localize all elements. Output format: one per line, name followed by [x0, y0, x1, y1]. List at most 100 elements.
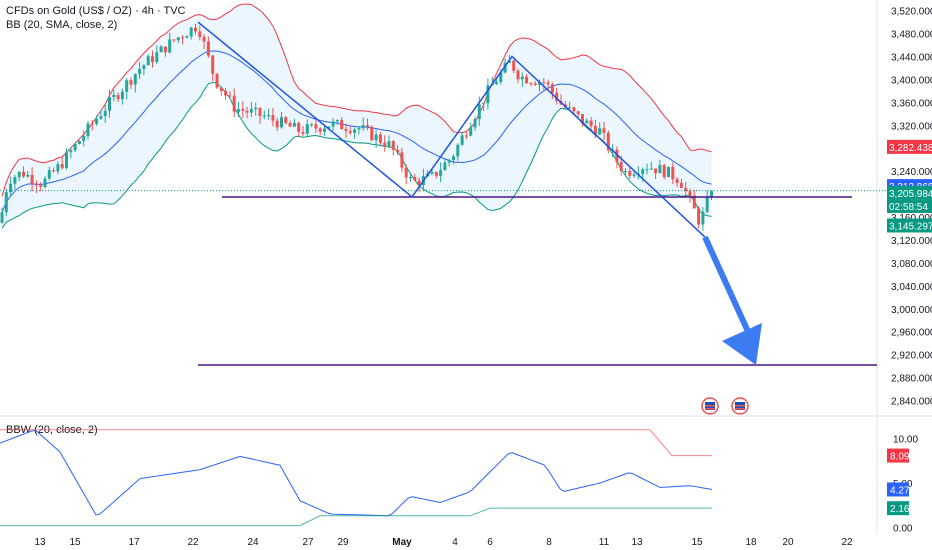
candle-body: [520, 76, 524, 80]
candle-body: [189, 27, 193, 37]
candle-body: [331, 121, 335, 127]
candle-body: [460, 135, 464, 145]
candle: [206, 36, 210, 58]
candle-body: [632, 174, 636, 176]
candle-body: [159, 46, 163, 53]
candle-body: [417, 180, 421, 186]
us-flag-event-icon[interactable]: [731, 397, 749, 415]
candle-body: [348, 130, 352, 133]
candle: [228, 91, 232, 100]
candle: [370, 125, 374, 142]
candle: [662, 163, 666, 180]
candle: [108, 89, 111, 118]
candle: [396, 144, 400, 156]
candle: [378, 131, 382, 146]
candle-body: [82, 135, 86, 142]
candle-body: [409, 177, 412, 179]
candle-body: [34, 183, 38, 186]
candle-body: [589, 120, 593, 126]
symbol-title[interactable]: CFDs on Gold (US$ / OZ) · 4h · TVC: [6, 5, 186, 17]
candle-body: [439, 170, 443, 176]
last-price-label-bg: [887, 185, 932, 200]
candle-body: [275, 120, 279, 128]
candle: [671, 162, 675, 184]
candle: [606, 130, 610, 154]
candle: [430, 169, 434, 176]
candle: [224, 87, 228, 100]
candle-body: [378, 134, 382, 143]
time-tick-label: 24: [247, 537, 259, 548]
candle-body: [654, 168, 658, 174]
candle: [585, 118, 589, 124]
candle: [383, 135, 387, 152]
time-tick-label: May: [392, 537, 412, 548]
candle: [202, 34, 206, 49]
candle: [340, 116, 344, 130]
candle-body: [366, 125, 369, 127]
candle-body: [138, 68, 142, 75]
candle: [172, 39, 176, 43]
candle: [409, 172, 412, 182]
candle: [357, 126, 361, 135]
bbw-tick-label: 0.00: [893, 523, 913, 534]
candle: [30, 167, 34, 192]
candle-body: [198, 31, 202, 37]
bb-indicator-label[interactable]: BB (20, SMA, close, 2): [6, 19, 118, 31]
time-tick-label: 6: [487, 537, 493, 548]
candle: [82, 130, 86, 147]
candle-body: [69, 150, 73, 153]
bbw-lower-value-label-bg: [887, 501, 909, 516]
price-tick-label: 3,320.000: [891, 121, 932, 132]
candle-body: [181, 37, 185, 39]
candle: [443, 158, 447, 171]
candle: [452, 154, 455, 165]
candle-body: [39, 185, 43, 187]
candle: [589, 117, 593, 131]
us-flag-event-icon[interactable]: [701, 397, 719, 415]
candle: [353, 127, 357, 139]
basis-line: [1, 50, 712, 213]
candle-body: [228, 95, 232, 97]
candle: [701, 207, 705, 231]
candle-body: [310, 124, 314, 126]
candle: [194, 23, 197, 35]
bbw-value-label: 4.27: [890, 485, 910, 496]
candle-body: [163, 46, 167, 53]
candle-body: [533, 83, 537, 85]
candle-body: [219, 87, 223, 91]
candle: [13, 174, 17, 190]
candle: [486, 78, 490, 110]
candle: [679, 178, 683, 189]
candle-body: [697, 208, 701, 225]
candle-body: [323, 128, 326, 132]
candle: [262, 110, 266, 120]
candle-body: [413, 177, 417, 181]
candle: [645, 163, 649, 175]
candle: [116, 92, 120, 102]
candle-body: [383, 142, 387, 147]
lower-band-price-label-bg: [887, 218, 932, 233]
candle: [533, 80, 537, 86]
candle: [581, 114, 584, 127]
candle-body: [512, 60, 516, 71]
candle-body: [26, 174, 30, 177]
time-axis[interactable]: 13 15 17 22 24 27 29 May 4 6 8 11 13 15 18 20 22: [34, 537, 853, 548]
candle: [447, 158, 451, 167]
candle-body: [705, 197, 709, 212]
candle-body: [30, 174, 34, 184]
upper-band-price-label: 3,282.438: [889, 143, 932, 154]
candle-body: [211, 55, 215, 74]
price-tick-label: 2,880.000: [891, 374, 932, 385]
projection-arrow-shaft: [702, 235, 755, 342]
candle: [185, 35, 189, 38]
flag-stripe: [735, 408, 745, 410]
candle-body: [99, 116, 103, 119]
candle-body: [9, 183, 13, 193]
candle: [658, 159, 662, 174]
countdown-bg: [887, 199, 932, 213]
candle: [219, 87, 223, 96]
candle: [146, 54, 150, 66]
candle: [310, 122, 314, 127]
